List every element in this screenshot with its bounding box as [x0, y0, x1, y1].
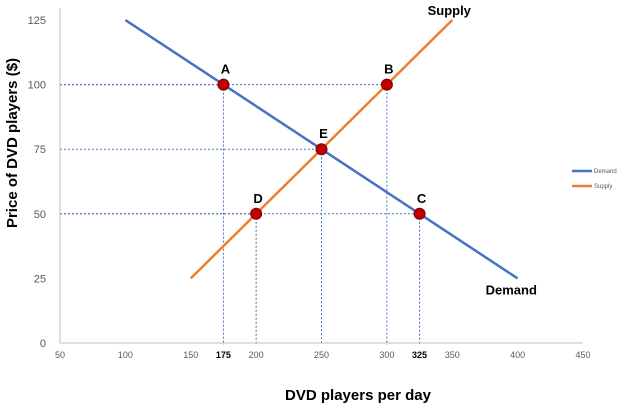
point-b: [380, 78, 393, 91]
point-label-b: B: [384, 62, 393, 77]
x-tick-label: 300: [379, 350, 394, 360]
x-tick-label: 50: [55, 350, 65, 360]
supply-curve-label: Supply: [428, 3, 472, 18]
x-tick-label: 350: [445, 350, 460, 360]
x-tick-label: 150: [183, 350, 198, 360]
x-tick-label: 200: [249, 350, 264, 360]
y-tick-label: 50: [34, 209, 46, 221]
demand-curve-label: Demand: [486, 282, 537, 297]
legend: Demand Supply: [572, 169, 617, 190]
x-tick-label: 400: [510, 350, 525, 360]
y-tick-label: 125: [28, 15, 46, 27]
series-lines: Demand Supply: [124, 3, 537, 297]
point-label-c: C: [417, 191, 427, 206]
point-label-d: D: [253, 191, 262, 206]
x-tick-label: 100: [118, 350, 133, 360]
guide-lines: [60, 84, 421, 345]
data-points: A B E D C: [217, 62, 427, 220]
y-axis-title: Price of DVD players ($): [4, 58, 21, 228]
point-label-e: E: [319, 126, 328, 141]
y-tick-label: 25: [34, 273, 46, 285]
x-axis-title: DVD players per day: [285, 387, 432, 404]
x-tick-label-bold: 175: [216, 350, 231, 360]
y-tick-label: 75: [34, 144, 46, 156]
x-tick-label: 250: [314, 350, 329, 360]
legend-label-demand: Demand: [594, 169, 617, 175]
point-d: [250, 207, 263, 220]
point-a: [217, 78, 230, 91]
y-tick-label: 100: [28, 80, 46, 92]
y-tick-label: 0: [40, 338, 46, 350]
point-c: [413, 207, 426, 220]
axes: 0 25 50 75 100 125 50 100 150 200 250 300 350 400 450 1…: [28, 8, 591, 360]
legend-label-supply: Supply: [594, 184, 612, 190]
point-e: [315, 143, 328, 156]
x-tick-label: 450: [575, 350, 590, 360]
point-label-a: A: [221, 62, 231, 77]
x-tick-label-bold: 325: [412, 350, 427, 360]
